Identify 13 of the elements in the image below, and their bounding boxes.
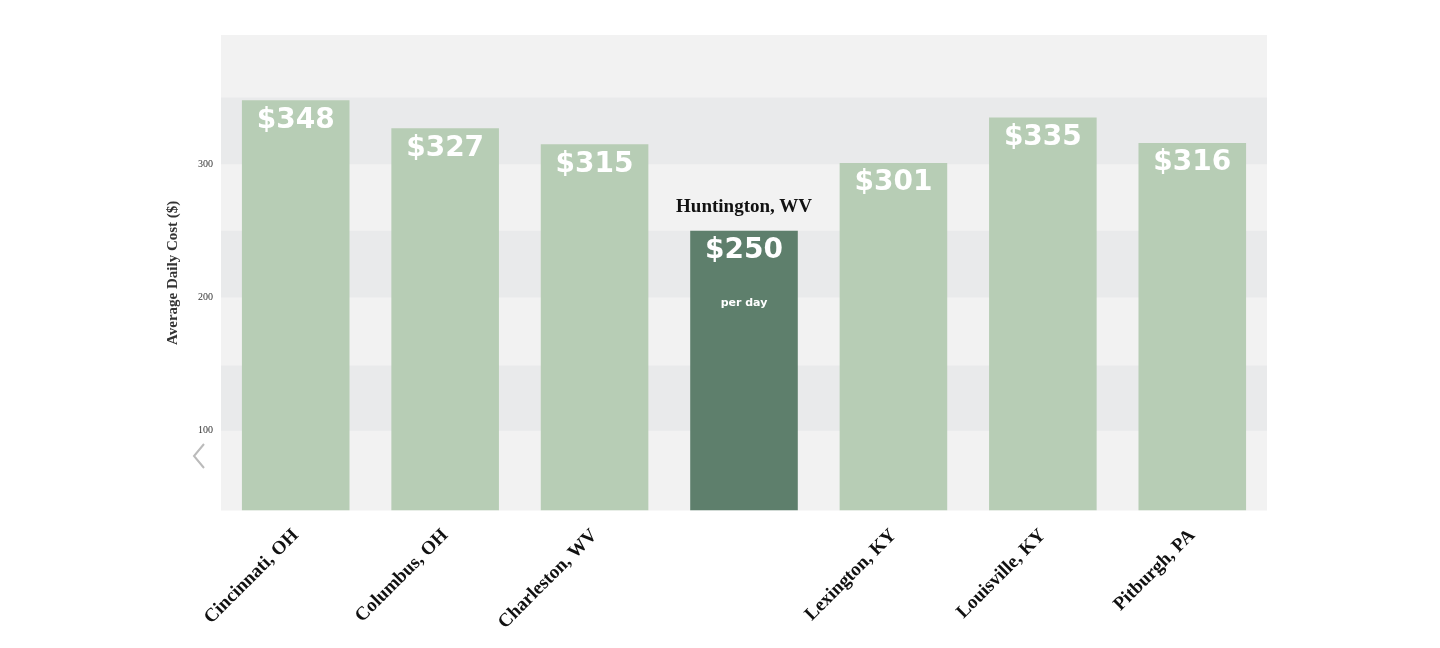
data-label: $335 [1003, 118, 1082, 152]
data-label: $327 [406, 129, 485, 163]
y-tick-label: 200 [198, 291, 213, 303]
data-label: $316 [1153, 144, 1232, 178]
data-label: $348 [256, 101, 335, 135]
data-label: $250 [705, 232, 783, 266]
y-tick-label: 300 [198, 157, 213, 169]
y-tick-label: 100 [198, 424, 213, 436]
data-label: $301 [854, 164, 933, 198]
annotation: per day [720, 295, 768, 309]
annotation: Huntington, WV [676, 194, 813, 216]
y-axis-title: Average Daily Cost ($) [163, 200, 181, 345]
data-label: $315 [555, 145, 634, 179]
